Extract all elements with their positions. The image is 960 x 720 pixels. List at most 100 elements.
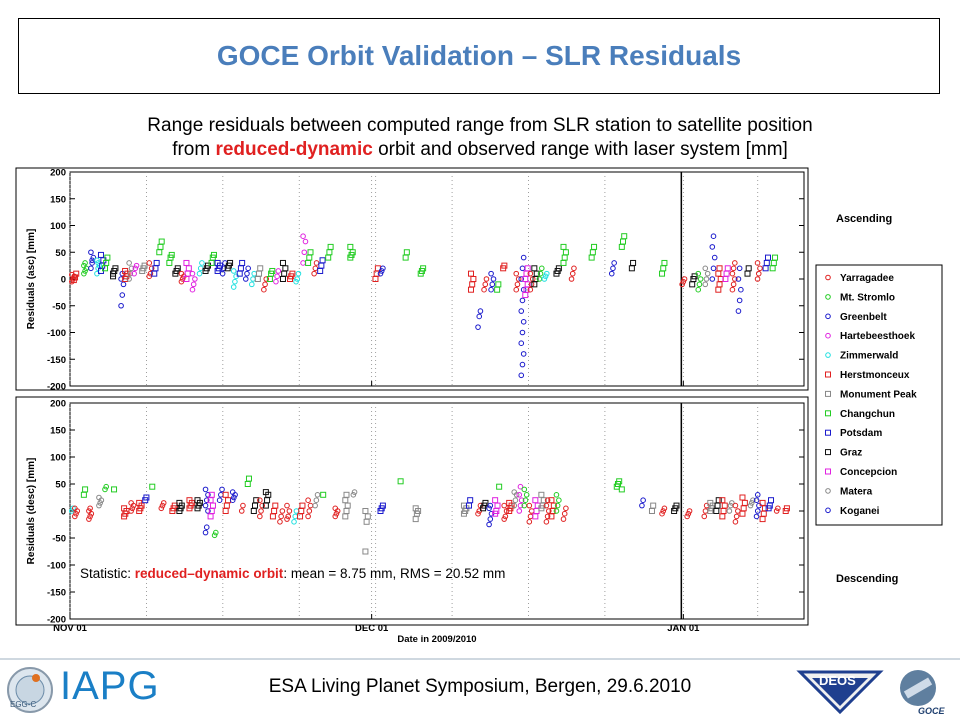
data-point (511, 502, 518, 509)
side-label-bottom: Descending (836, 573, 898, 585)
data-point (673, 502, 680, 509)
y-tick-label: 100 (50, 453, 66, 464)
data-point (231, 494, 237, 501)
data-point (168, 251, 175, 258)
data-point (511, 489, 518, 495)
data-point (275, 268, 282, 274)
data-point (747, 502, 754, 509)
data-point (380, 265, 386, 272)
data-point (192, 276, 198, 282)
legend-marker (825, 313, 831, 320)
data-point (702, 265, 709, 272)
data-point (312, 502, 318, 509)
data-point (501, 516, 507, 522)
y-tick-label: -50 (52, 534, 66, 545)
y-tick-label: 0 (61, 507, 66, 518)
data-point (517, 483, 524, 490)
data-point (482, 281, 489, 288)
data-point (659, 510, 665, 517)
data-point (695, 270, 702, 277)
data-point (289, 270, 296, 277)
data-point (519, 297, 526, 304)
data-point (571, 265, 577, 272)
data-point (229, 489, 236, 495)
data-point (732, 502, 739, 509)
data-point (755, 270, 762, 277)
data-point (496, 483, 503, 490)
data-point (729, 500, 735, 506)
data-point (490, 276, 497, 282)
data-point (146, 260, 153, 266)
data-point (520, 254, 527, 261)
data-point (306, 508, 313, 514)
data-point (719, 497, 726, 504)
data-point (519, 361, 526, 368)
data-point (96, 502, 102, 509)
legend-label: Monument Peak (840, 389, 917, 400)
data-point (520, 351, 527, 357)
data-point (242, 276, 249, 282)
legend-marker (825, 468, 831, 475)
data-point (126, 276, 132, 282)
data-point (608, 270, 615, 277)
legend-marker (825, 390, 831, 397)
x-tick-label: NOV 01 (53, 623, 88, 634)
data-point (121, 505, 128, 512)
data-point (543, 502, 550, 509)
data-point (128, 265, 135, 272)
data-point (238, 508, 245, 514)
data-point (732, 519, 739, 525)
data-point (532, 497, 539, 504)
data-point (483, 276, 490, 282)
data-point (122, 267, 129, 274)
data-point (203, 524, 210, 531)
data-point (229, 497, 236, 504)
data-point (239, 259, 246, 266)
data-point (128, 500, 134, 506)
data-point (253, 497, 260, 504)
legend-label: Graz (840, 448, 862, 459)
data-point (729, 270, 736, 277)
data-point (467, 497, 474, 504)
data-point (257, 513, 263, 520)
data-point (327, 243, 334, 250)
data-point (82, 268, 88, 274)
data-point (621, 233, 628, 240)
data-point (738, 286, 744, 293)
data-point (772, 254, 779, 261)
data-point (211, 532, 218, 539)
data-point (245, 265, 251, 272)
data-point (630, 259, 637, 266)
legend-label: Yarragadee (840, 273, 894, 284)
data-point (294, 276, 301, 282)
legend-box (815, 264, 943, 526)
data-point (709, 276, 716, 282)
data-point (610, 265, 616, 272)
x-axis-label: Date in 2009/2010 (397, 634, 476, 645)
data-point (495, 281, 502, 288)
data-point (148, 265, 155, 272)
data-point (563, 505, 569, 512)
data-point (72, 505, 78, 512)
data-point (476, 313, 483, 320)
data-point (538, 265, 545, 272)
data-point (190, 281, 197, 288)
data-point (506, 499, 513, 506)
data-point (640, 497, 646, 504)
data-point (735, 276, 742, 282)
data-point (208, 491, 215, 498)
data-point (81, 262, 87, 269)
x-tick-label: DEC 01 (355, 623, 389, 634)
y-tick-label: 200 (50, 399, 66, 410)
y-axis-label: Residuals (asc) [mm] (26, 229, 37, 330)
data-point (291, 519, 297, 525)
data-point (279, 259, 286, 266)
y-tick-label: 150 (50, 194, 66, 205)
legend-label: Potsdam (840, 428, 882, 439)
data-point (501, 262, 508, 269)
data-point (759, 499, 766, 506)
iapg-logo-text: IAPG (60, 664, 160, 708)
data-point (259, 502, 266, 509)
data-point (502, 513, 509, 520)
data-point (513, 286, 520, 293)
